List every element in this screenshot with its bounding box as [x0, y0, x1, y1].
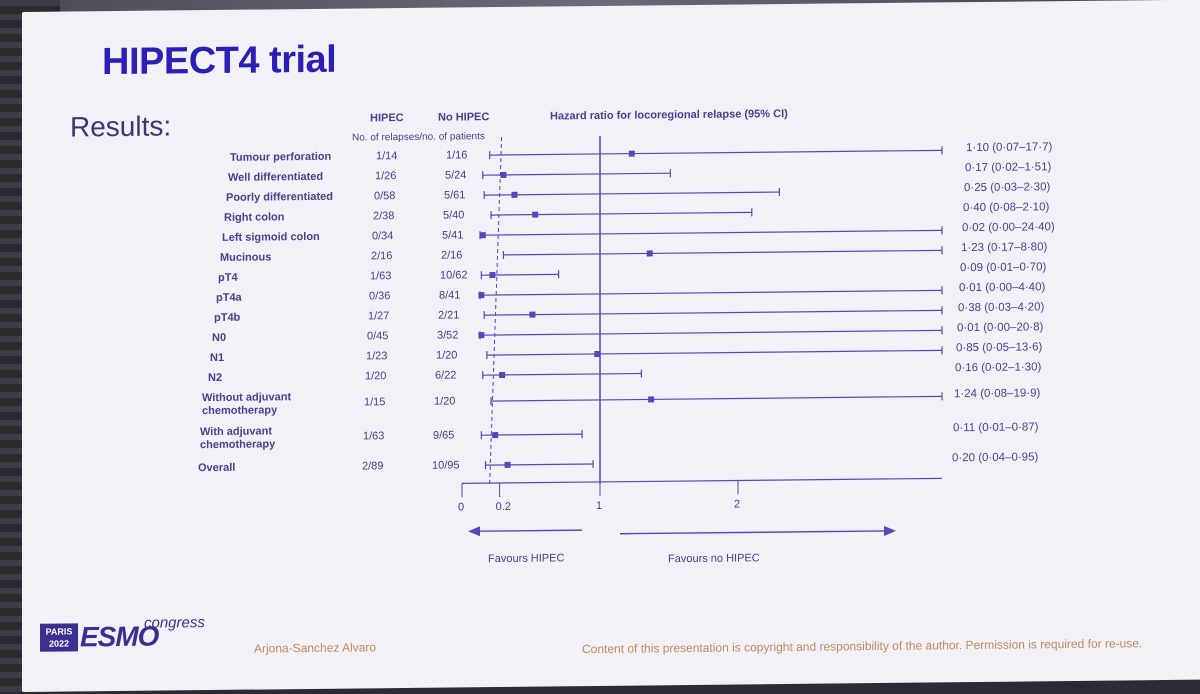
x-tick-label: 0.2	[495, 500, 511, 514]
point-estimate	[646, 250, 653, 257]
ci-line	[491, 395, 942, 402]
point-estimate	[499, 371, 506, 379]
ci-line	[482, 172, 671, 176]
point-estimate	[504, 461, 511, 468]
x-tick-label: 2	[734, 498, 741, 511]
author-name: Arjona-Sanchez Alvaro	[254, 640, 377, 656]
favours-right-label: Favours no HIPEC	[668, 552, 760, 566]
ci-line	[480, 229, 942, 236]
point-estimate	[478, 292, 485, 299]
point-estimate	[478, 332, 485, 339]
point-estimate	[479, 232, 486, 239]
point-estimate	[628, 150, 635, 157]
logo-congress: congress	[144, 614, 205, 632]
x-tick-label: 1	[596, 499, 603, 512]
slide: HIPECT4 trial Results: HIPEC No HIPEC No…	[22, 0, 1200, 692]
ci-line	[484, 191, 780, 196]
favours-left-arrow-line	[478, 529, 582, 532]
point-estimate	[492, 432, 499, 439]
point-estimate	[511, 191, 518, 198]
favours-right-arrowhead	[884, 525, 896, 536]
ci-line	[491, 211, 752, 216]
point-estimate	[489, 272, 496, 279]
point-estimate	[500, 171, 507, 178]
favours-left-arrowhead	[468, 526, 480, 537]
favours-left-label: Favours HIPEC	[488, 552, 565, 566]
copyright-notice: Content of this presentation is copyrigh…	[582, 636, 1143, 657]
point-estimate	[529, 311, 536, 318]
x-axis-line	[462, 477, 942, 484]
logo-city-year: PARIS 2022	[40, 623, 78, 652]
point-estimate	[532, 211, 539, 218]
point-estimate	[648, 396, 655, 403]
ci-line	[480, 289, 942, 296]
ci-line	[503, 249, 942, 256]
ci-line	[484, 309, 942, 316]
ci-line	[486, 349, 942, 356]
x-tick-label: 0	[458, 501, 465, 514]
forest-plot	[461, 135, 943, 537]
favours-right-arrow-line	[620, 530, 886, 535]
ci-line	[482, 372, 642, 376]
ci-line	[489, 149, 942, 156]
ci-line	[480, 329, 942, 336]
ci-line	[485, 463, 594, 466]
point-estimate	[594, 350, 601, 358]
